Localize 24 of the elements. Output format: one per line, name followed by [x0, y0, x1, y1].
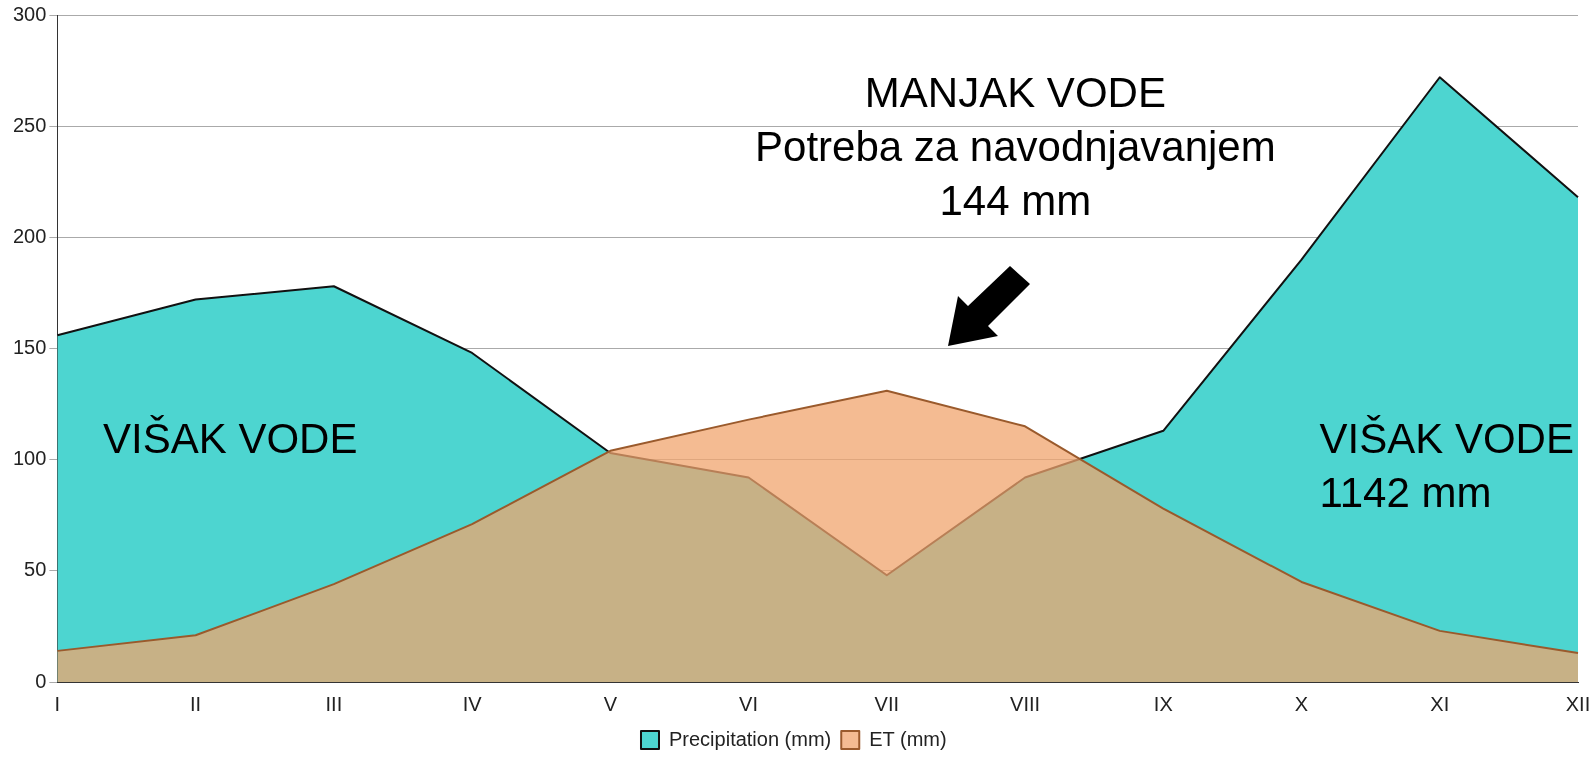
y-tick-label: 100 — [12, 447, 47, 470]
x-tick-label: VIII — [1010, 692, 1041, 715]
x-tick-label: XI — [1430, 692, 1450, 715]
annotation: MANJAK VODE Potreba za navodnjavanjem 144 mm — [755, 68, 1276, 224]
y-tick-label: 0 — [35, 669, 47, 692]
x-tick-label: X — [1294, 692, 1309, 715]
x-tick-label: VI — [739, 692, 759, 715]
y-tick-label: 250 — [12, 113, 47, 136]
x-tick-label: VII — [874, 692, 900, 715]
y-tick-label: 150 — [12, 336, 47, 359]
x-tick-label: IX — [1153, 692, 1173, 715]
x-tick-label: I — [54, 692, 61, 715]
legend-label: Precipitation (mm) — [669, 727, 832, 750]
legend-label: ET (mm) — [869, 727, 947, 750]
x-tick-label: IV — [462, 692, 483, 715]
x-tick-label: II — [190, 692, 202, 715]
x-tick-label: XII — [1565, 692, 1591, 715]
y-tick-label: 50 — [24, 558, 47, 581]
y-tick-label: 300 — [12, 2, 47, 25]
annotation: VIŠAK VODE 1142 mm — [1319, 415, 1574, 517]
y-tick-label: 200 — [12, 224, 47, 247]
annotation: VIŠAK VODE — [102, 415, 358, 463]
x-tick-label: V — [603, 692, 618, 715]
x-tick-label: III — [325, 692, 343, 715]
